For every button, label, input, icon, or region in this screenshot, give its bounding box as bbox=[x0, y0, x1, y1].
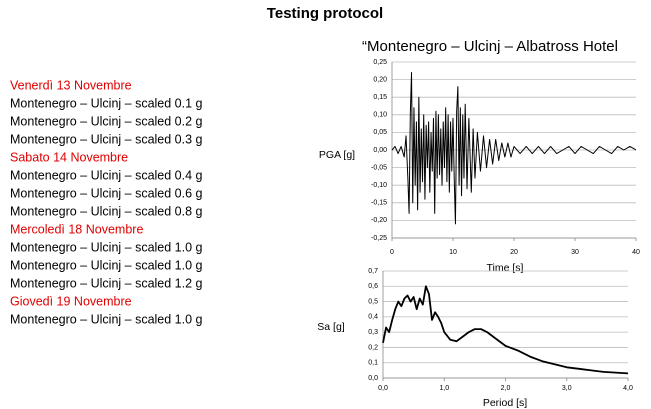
y-tick-label: 0,5 bbox=[368, 298, 378, 305]
x-tick-label: 40 bbox=[632, 249, 640, 256]
y-tick-label: 0,7 bbox=[368, 268, 378, 275]
data-line bbox=[382, 285, 629, 375]
schedule-date: Venerdì 13 Novembre bbox=[10, 78, 132, 92]
schedule-item: Montenegro – Ulcinj – scaled 0.6 g bbox=[10, 186, 203, 200]
schedule-item: Montenegro – Ulcinj – scaled 0.8 g bbox=[10, 204, 203, 218]
schedule-item: Montenegro – Ulcinj – scaled 1.2 g bbox=[10, 276, 203, 290]
y-tick-label: -0,25 bbox=[371, 235, 387, 242]
schedule-item: Montenegro – Ulcinj – scaled 1.0 g bbox=[10, 312, 203, 326]
schedule-item: Montenegro – Ulcinj – scaled 0.4 g bbox=[10, 168, 203, 182]
x-tick-label: 20 bbox=[510, 249, 518, 256]
y-tick-label: -0,15 bbox=[371, 200, 387, 207]
schedule-item: Montenegro – Ulcinj – scaled 0.1 g bbox=[10, 96, 203, 110]
x-tick-label: 0 bbox=[390, 249, 394, 256]
y-tick-label: -0,10 bbox=[371, 182, 387, 189]
y-tick-label: 0,10 bbox=[373, 112, 387, 119]
schedule-item: Montenegro – Ulcinj – scaled 0.2 g bbox=[10, 114, 203, 128]
y-tick-label: 0,0 bbox=[368, 375, 378, 382]
x-tick-label: 1,0 bbox=[439, 385, 449, 392]
chart-title: “Montenegro – Ulcinj – Albatross Hotel bbox=[362, 38, 618, 55]
data-line bbox=[391, 72, 637, 225]
x-tick-label: 0,0 bbox=[378, 385, 388, 392]
x-tick-label: 30 bbox=[571, 249, 579, 256]
x-axis-label: Period [s] bbox=[483, 397, 527, 409]
schedule-date: Giovedì 19 Novembre bbox=[10, 294, 132, 308]
y-tick-label: 0,05 bbox=[373, 129, 387, 136]
schedule-date: Sabato 14 Novembre bbox=[10, 150, 128, 164]
y-axis-label: PGA [g] bbox=[319, 149, 355, 161]
y-tick-label: 0,15 bbox=[373, 94, 387, 101]
y-tick-label: -0,05 bbox=[371, 164, 387, 171]
x-tick-label: 3,0 bbox=[562, 385, 572, 392]
schedule-item: Montenegro – Ulcinj – scaled 1.0 g bbox=[10, 258, 203, 272]
schedule-date: Mercoledì 18 Novembre bbox=[10, 222, 143, 236]
x-tick-label: 2,0 bbox=[501, 385, 511, 392]
y-tick-label: 0,6 bbox=[368, 283, 378, 290]
slide-title: Testing protocol bbox=[267, 5, 383, 22]
schedule-item: Montenegro – Ulcinj – scaled 1.0 g bbox=[10, 240, 203, 254]
x-tick-label: 10 bbox=[449, 249, 457, 256]
y-tick-label: 0,2 bbox=[368, 344, 378, 351]
x-axis-label: Time [s] bbox=[487, 262, 524, 274]
y-tick-label: 0,1 bbox=[368, 360, 378, 367]
x-tick-label: 4,0 bbox=[623, 385, 633, 392]
y-axis-label: Sa [g] bbox=[317, 321, 345, 333]
y-tick-label: 0,4 bbox=[368, 314, 378, 321]
y-tick-label: 0,00 bbox=[373, 147, 387, 154]
y-tick-label: 0,20 bbox=[373, 76, 387, 83]
schedule-item: Montenegro – Ulcinj – scaled 0.3 g bbox=[10, 132, 203, 146]
y-tick-label: 0,3 bbox=[368, 329, 378, 336]
y-tick-label: 0,25 bbox=[373, 59, 387, 66]
y-tick-label: -0,20 bbox=[371, 217, 387, 224]
